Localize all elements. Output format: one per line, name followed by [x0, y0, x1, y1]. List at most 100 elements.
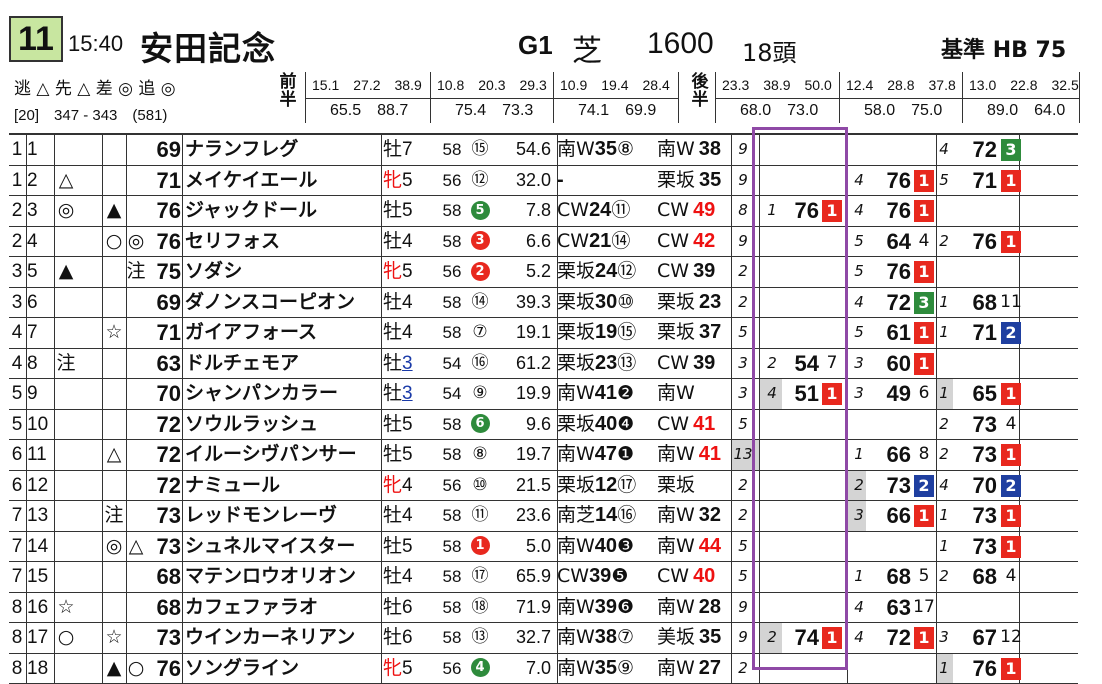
past-race-rank: 4	[918, 230, 930, 251]
past-race-rating	[785, 501, 819, 531]
lap-splits: 15.1 27.2 38.9	[306, 72, 431, 99]
weight: 56	[442, 475, 462, 495]
past-race-rating	[785, 654, 819, 684]
workout-count: 2	[738, 262, 748, 280]
past-race-rank: 2	[913, 471, 935, 501]
sex: 牡	[383, 321, 403, 343]
odds: 21.5	[515, 474, 551, 495]
past-race-rating	[953, 349, 997, 379]
past-race-position	[937, 196, 951, 226]
table-row: 7 13 注 73 レッドモンレーヴ 牡4 58 ⑪ 23.6 南芝14⑯ 南W 32 2 3 66 1 1 73…	[9, 501, 1078, 532]
horse-number: 10	[27, 413, 49, 435]
sex-age: 牡6	[383, 593, 431, 623]
past-race-rank: 17	[913, 596, 935, 617]
sex: 牡	[383, 565, 403, 587]
waku-number: 7	[11, 505, 23, 526]
past-race-rating: 73	[886, 472, 911, 498]
workout-course: 南W	[657, 138, 695, 160]
waku-number: 8	[11, 627, 23, 648]
column-divider	[936, 165, 937, 195]
weight: 56	[442, 170, 462, 190]
past-race-position: 4	[939, 475, 949, 494]
column-divider	[936, 135, 937, 165]
prediction-mark: ◎	[57, 199, 75, 221]
workout-time: 41	[594, 382, 618, 404]
popularity: ⑦	[472, 322, 488, 342]
workout-1: 南芝14⑯	[557, 501, 653, 531]
column-divider	[54, 379, 55, 409]
workout-1: 南W35⑧	[557, 135, 653, 165]
column-divider	[102, 287, 103, 317]
weight: 58	[442, 567, 462, 586]
column-divider	[182, 470, 183, 500]
waku-number: 1	[11, 139, 23, 160]
column-divider	[381, 165, 382, 195]
past-race-position: 5	[854, 231, 864, 250]
sex-age: 牡7	[383, 135, 431, 165]
workout-course: 栗坂	[557, 260, 596, 282]
past-race-rank	[821, 562, 843, 592]
past-race-rank	[913, 654, 935, 684]
popularity-circle: 1	[470, 536, 490, 555]
past-race-position: 3	[854, 506, 864, 524]
workout-rank: ❸	[617, 534, 635, 557]
past-race-rating	[785, 318, 819, 348]
column-divider	[557, 287, 558, 317]
column-divider	[759, 196, 760, 226]
first-half-label: 前半	[279, 72, 297, 110]
past-race-position	[852, 532, 866, 562]
waku-number: 6	[11, 444, 23, 465]
column-divider	[759, 409, 760, 439]
odds: 32.0	[515, 169, 551, 190]
column-divider	[381, 409, 382, 439]
weight: 58	[442, 231, 462, 251]
past-race-rank: 1	[1000, 227, 1022, 257]
waku-number: 7	[11, 535, 23, 557]
past-race-rating	[785, 410, 819, 440]
column-divider	[126, 562, 127, 592]
rank-badge: 1	[914, 322, 934, 344]
past-race-rating: 67	[972, 625, 997, 650]
column-divider	[126, 257, 127, 287]
column-divider	[126, 531, 127, 561]
past-race-rank: 8	[918, 444, 930, 464]
workout-time: 30	[595, 290, 618, 313]
horse-name: イルーシヴパンサー	[185, 443, 357, 465]
table-row: 5 10 72 ソウルラッシュ 牡5 58 6 9.6 栗坂40❹ CW 41 5 2 73 4	[9, 409, 1078, 440]
popularity: 4	[467, 654, 493, 684]
rank-badge: 1	[1001, 230, 1021, 253]
workout-course: 栗坂	[557, 473, 596, 496]
past-race-rank: 1	[1000, 654, 1022, 684]
past-race-position: 3	[854, 384, 864, 402]
column-divider	[126, 135, 127, 165]
column-divider	[1019, 348, 1020, 378]
past-race-position	[765, 562, 779, 592]
horse-number: 12	[27, 474, 49, 496]
sex-age: 牡5	[383, 410, 431, 440]
workout-time: 35	[699, 168, 722, 191]
workout-2: CW 42	[657, 227, 741, 257]
past-race-position	[765, 166, 779, 196]
prediction-mark	[55, 471, 77, 501]
table-row: 6 11 △ 72 イルーシヴパンサー 牡5 58 ⑧ 19.7 南W47❶ 南W 41 13 1 66 8 2…	[9, 440, 1078, 471]
workout-count: 9	[738, 597, 748, 616]
past-race-rank	[1000, 349, 1022, 379]
column-divider	[759, 531, 760, 561]
workout-count: 2	[738, 475, 748, 494]
past-race-rank: 1	[1000, 379, 1022, 409]
column-divider	[847, 440, 848, 470]
popularity: ⑩	[472, 474, 488, 495]
prediction-mark: △	[128, 534, 144, 557]
workout-course: 栗坂	[657, 290, 696, 313]
column-divider	[557, 135, 558, 165]
column-divider	[182, 135, 183, 165]
workout-1: 南W35⑨	[557, 654, 653, 684]
odds: 6.6	[525, 230, 551, 251]
past-race-rating: 76	[886, 259, 911, 284]
sex: 牝	[383, 260, 403, 282]
lap-block-first-2: 10.8 20.3 29.3 75.4 73.3	[430, 72, 554, 123]
workout-count: 9	[738, 628, 748, 646]
weight: 58	[442, 140, 462, 159]
column-divider	[847, 531, 848, 561]
column-divider	[54, 409, 55, 439]
